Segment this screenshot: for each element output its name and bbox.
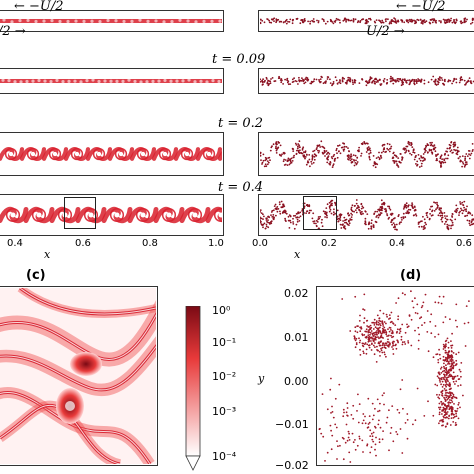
colorbar-tick-0: 10⁰ bbox=[212, 304, 231, 317]
right-xtick-2: 0.4 bbox=[389, 238, 405, 249]
strip-right-t0-band bbox=[260, 17, 474, 25]
field-zoom-image bbox=[0, 288, 156, 464]
scatter-panel bbox=[316, 286, 474, 466]
right-xtick-1: 0.2 bbox=[321, 238, 337, 249]
scatter-ytick-4: −0.02 bbox=[275, 459, 309, 472]
right-xtick-3: 0.6 bbox=[456, 238, 472, 249]
time-label-3: t = 0.4 bbox=[218, 180, 264, 195]
arrow-right-label-right: U/2 → bbox=[366, 24, 405, 39]
strip-right-t2-band bbox=[260, 140, 474, 169]
scatter-ytick-2: 0.00 bbox=[284, 375, 309, 388]
strip-right-t3-band bbox=[260, 199, 474, 231]
left-xtick-1: 0.6 bbox=[75, 238, 91, 249]
right-xlabel: x bbox=[294, 248, 301, 261]
scatter-ytick-1: 0.01 bbox=[284, 331, 309, 344]
zoom-box-right bbox=[303, 196, 337, 230]
arrow-right-label-left: /2 → bbox=[0, 24, 26, 39]
strip-left-t0-band bbox=[0, 18, 222, 24]
left-xtick-0: 0.4 bbox=[7, 238, 23, 249]
scatter-ytick-0: 0.02 bbox=[284, 287, 309, 300]
strip-left-t3-band bbox=[0, 206, 222, 224]
arrow-left-label: ← −U/2 bbox=[14, 0, 64, 14]
colorbar-tick-4: 10⁻⁴ bbox=[212, 450, 237, 463]
scatter-ytick-3: −0.01 bbox=[275, 418, 309, 431]
left-xtick-2: 0.8 bbox=[142, 238, 158, 249]
time-label-2: t = 0.2 bbox=[218, 116, 264, 131]
strip-right-t1-band bbox=[260, 75, 474, 87]
scatter-plot bbox=[318, 290, 470, 463]
scatter-ylabel: y bbox=[258, 372, 265, 385]
left-xtick-3: 1.0 bbox=[208, 238, 224, 249]
colorbar-tick-2: 10⁻² bbox=[212, 370, 237, 383]
colorbar-tick-1: 10⁻¹ bbox=[212, 336, 237, 349]
panel-label-d: (d) bbox=[400, 268, 422, 283]
panel-label-c: (c) bbox=[26, 268, 46, 283]
strip-left-t1-band bbox=[0, 78, 222, 84]
time-label-1: t = 0.09 bbox=[212, 52, 266, 67]
left-xlabel: x bbox=[44, 248, 51, 261]
colorbar bbox=[185, 306, 201, 471]
zoom-box-left bbox=[64, 197, 96, 229]
strip-left-t2-band bbox=[0, 147, 222, 161]
right-xtick-0: 0.0 bbox=[252, 238, 268, 249]
colorbar-tick-3: 10⁻³ bbox=[212, 405, 237, 418]
arrow-left-label-right: ← −U/2 bbox=[396, 0, 446, 14]
